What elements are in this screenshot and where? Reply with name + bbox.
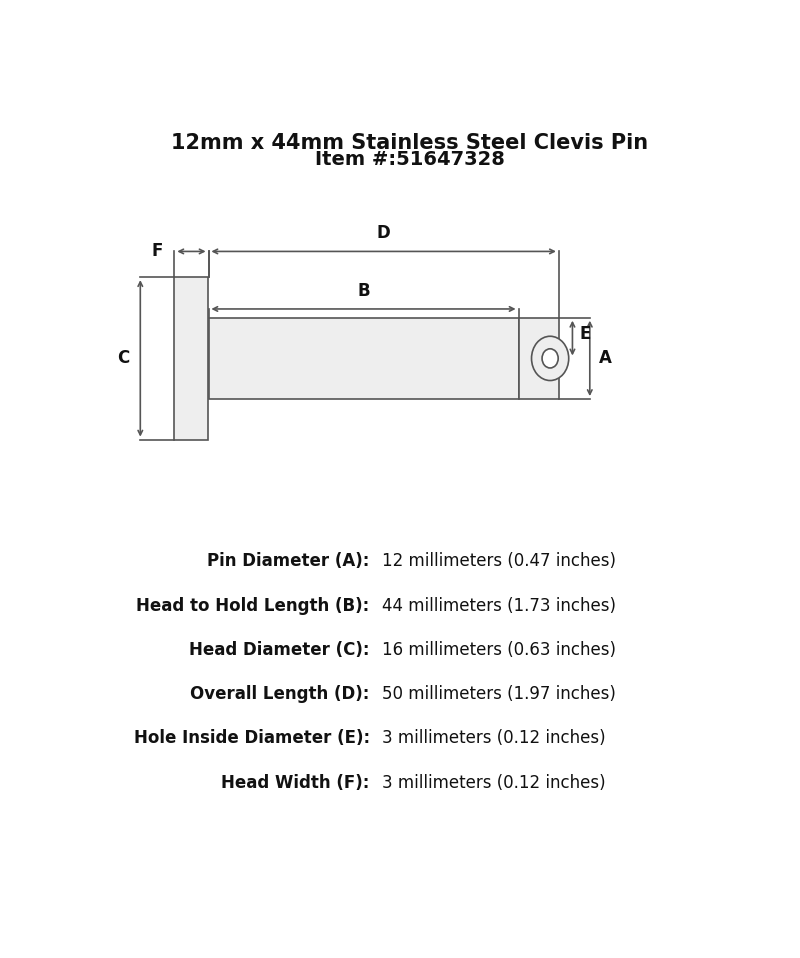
Text: D: D: [377, 224, 390, 241]
Text: 16 millimeters (0.63 inches): 16 millimeters (0.63 inches): [382, 641, 616, 659]
Text: Head Diameter (C):: Head Diameter (C):: [189, 641, 370, 659]
Text: B: B: [357, 282, 370, 300]
Text: 12mm x 44mm Stainless Steel Clevis Pin: 12mm x 44mm Stainless Steel Clevis Pin: [171, 133, 649, 153]
Circle shape: [531, 336, 569, 380]
Text: Item #:51647328: Item #:51647328: [315, 150, 505, 170]
Circle shape: [542, 349, 558, 368]
Text: 44 millimeters (1.73 inches): 44 millimeters (1.73 inches): [382, 597, 616, 614]
Text: Head to Hold Length (B):: Head to Hold Length (B):: [137, 597, 370, 614]
Text: 50 millimeters (1.97 inches): 50 millimeters (1.97 inches): [382, 685, 616, 703]
Text: 12 millimeters (0.47 inches): 12 millimeters (0.47 inches): [382, 552, 616, 570]
Text: C: C: [117, 350, 129, 367]
Text: E: E: [580, 326, 591, 343]
Bar: [518, 318, 558, 399]
Text: Head Width (F):: Head Width (F):: [222, 773, 370, 791]
Text: F: F: [152, 242, 163, 261]
Text: 3 millimeters (0.12 inches): 3 millimeters (0.12 inches): [382, 773, 606, 791]
Text: Pin Diameter (A):: Pin Diameter (A):: [207, 552, 370, 570]
Text: 3 millimeters (0.12 inches): 3 millimeters (0.12 inches): [382, 729, 606, 747]
Text: A: A: [599, 350, 612, 367]
Bar: [209, 318, 518, 399]
Text: Overall Length (D):: Overall Length (D):: [190, 685, 370, 703]
Text: Hole Inside Diameter (E):: Hole Inside Diameter (E):: [134, 729, 370, 747]
Bar: [174, 277, 209, 440]
